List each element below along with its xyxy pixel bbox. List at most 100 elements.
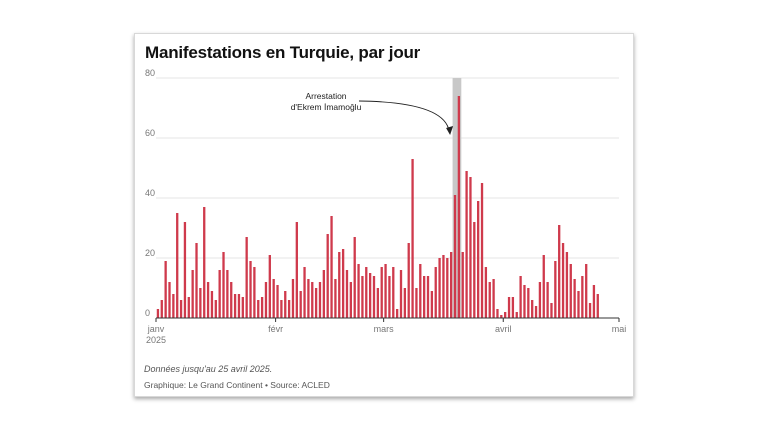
chart-card: Manifestations en Turquie, par jour 0 20 4… bbox=[134, 33, 634, 397]
bar bbox=[326, 234, 329, 318]
bar bbox=[423, 276, 426, 318]
bar bbox=[500, 315, 503, 318]
bar bbox=[434, 267, 437, 318]
x-tick-label: janv bbox=[147, 324, 165, 334]
bar bbox=[338, 252, 341, 318]
bar bbox=[357, 264, 360, 318]
bar bbox=[361, 276, 364, 318]
bar bbox=[206, 282, 210, 318]
bar bbox=[183, 222, 187, 318]
y-tick-label: 60 bbox=[145, 128, 155, 138]
bar bbox=[164, 261, 167, 318]
bar bbox=[330, 216, 333, 318]
bar bbox=[531, 300, 534, 318]
bar bbox=[519, 276, 522, 318]
bar bbox=[257, 300, 260, 318]
bar bbox=[241, 297, 244, 318]
bar bbox=[419, 264, 422, 318]
bar bbox=[561, 243, 565, 318]
bar bbox=[384, 264, 387, 318]
bar bbox=[438, 258, 441, 318]
bar bbox=[253, 267, 256, 318]
source-credit: Graphique: Le Grand Continent • Source: … bbox=[144, 380, 330, 390]
annotation-label: Arrestation bbox=[305, 91, 346, 101]
grid-lines bbox=[156, 77, 619, 259]
bar bbox=[318, 282, 322, 318]
data-note: Données jusqu'au 25 avril 2025. bbox=[144, 364, 273, 374]
bar bbox=[477, 201, 480, 318]
y-axis: 0 20 40 60 80 bbox=[145, 68, 155, 318]
bar bbox=[395, 309, 399, 318]
bar bbox=[554, 261, 557, 318]
bar bbox=[199, 288, 202, 318]
bar bbox=[403, 288, 407, 318]
bar bbox=[179, 300, 183, 318]
bar bbox=[299, 291, 302, 318]
bar bbox=[453, 195, 457, 318]
bar bbox=[596, 294, 599, 318]
bar bbox=[534, 306, 538, 318]
bar bbox=[399, 270, 403, 318]
highlight-band bbox=[452, 78, 462, 318]
bar bbox=[388, 276, 391, 318]
bar bbox=[565, 252, 569, 318]
bar bbox=[480, 183, 484, 318]
bar bbox=[249, 261, 252, 318]
bar bbox=[511, 297, 515, 318]
bar bbox=[465, 171, 468, 318]
bar bbox=[260, 297, 264, 318]
bar bbox=[426, 276, 430, 318]
bar bbox=[430, 291, 434, 318]
bar bbox=[222, 252, 225, 318]
x-tick-label: mars bbox=[374, 324, 394, 334]
bar bbox=[569, 264, 572, 318]
bar bbox=[230, 282, 233, 318]
bar bbox=[376, 288, 380, 318]
bar bbox=[372, 276, 376, 318]
annotation-arrowhead bbox=[446, 126, 454, 135]
y-tick-label: 0 bbox=[145, 308, 150, 318]
bar bbox=[507, 297, 511, 318]
bar bbox=[280, 300, 283, 318]
bar bbox=[473, 222, 476, 318]
bar bbox=[538, 282, 542, 318]
annotation-arrow bbox=[358, 100, 450, 132]
bar bbox=[203, 207, 206, 318]
bar bbox=[311, 282, 314, 318]
bar bbox=[542, 255, 545, 318]
bar bbox=[349, 282, 352, 318]
bar bbox=[176, 213, 179, 318]
bar bbox=[527, 288, 530, 318]
bar bbox=[322, 270, 325, 318]
bar bbox=[573, 279, 576, 318]
bar bbox=[457, 96, 461, 318]
bar bbox=[334, 279, 337, 318]
highlight-rect bbox=[452, 78, 462, 318]
bar bbox=[187, 297, 190, 318]
bar bbox=[226, 270, 229, 318]
bar bbox=[515, 312, 518, 318]
bar bbox=[484, 267, 488, 318]
bar bbox=[291, 279, 295, 318]
bar bbox=[550, 303, 553, 318]
bar bbox=[345, 270, 349, 318]
bar bbox=[469, 177, 472, 318]
bar bbox=[237, 294, 241, 318]
bar bbox=[411, 159, 414, 318]
x-tick-label: mai bbox=[612, 324, 627, 334]
bar bbox=[558, 225, 561, 318]
bar bbox=[341, 249, 345, 318]
y-tick-label: 40 bbox=[145, 188, 155, 198]
bar bbox=[446, 258, 449, 318]
bar bbox=[295, 222, 298, 318]
bar bbox=[581, 276, 584, 318]
bar bbox=[245, 237, 248, 318]
bar bbox=[218, 270, 221, 318]
bar bbox=[160, 300, 163, 318]
bar bbox=[577, 291, 580, 318]
bar bbox=[592, 285, 596, 318]
bars bbox=[156, 96, 599, 318]
y-tick-label: 20 bbox=[145, 248, 155, 258]
